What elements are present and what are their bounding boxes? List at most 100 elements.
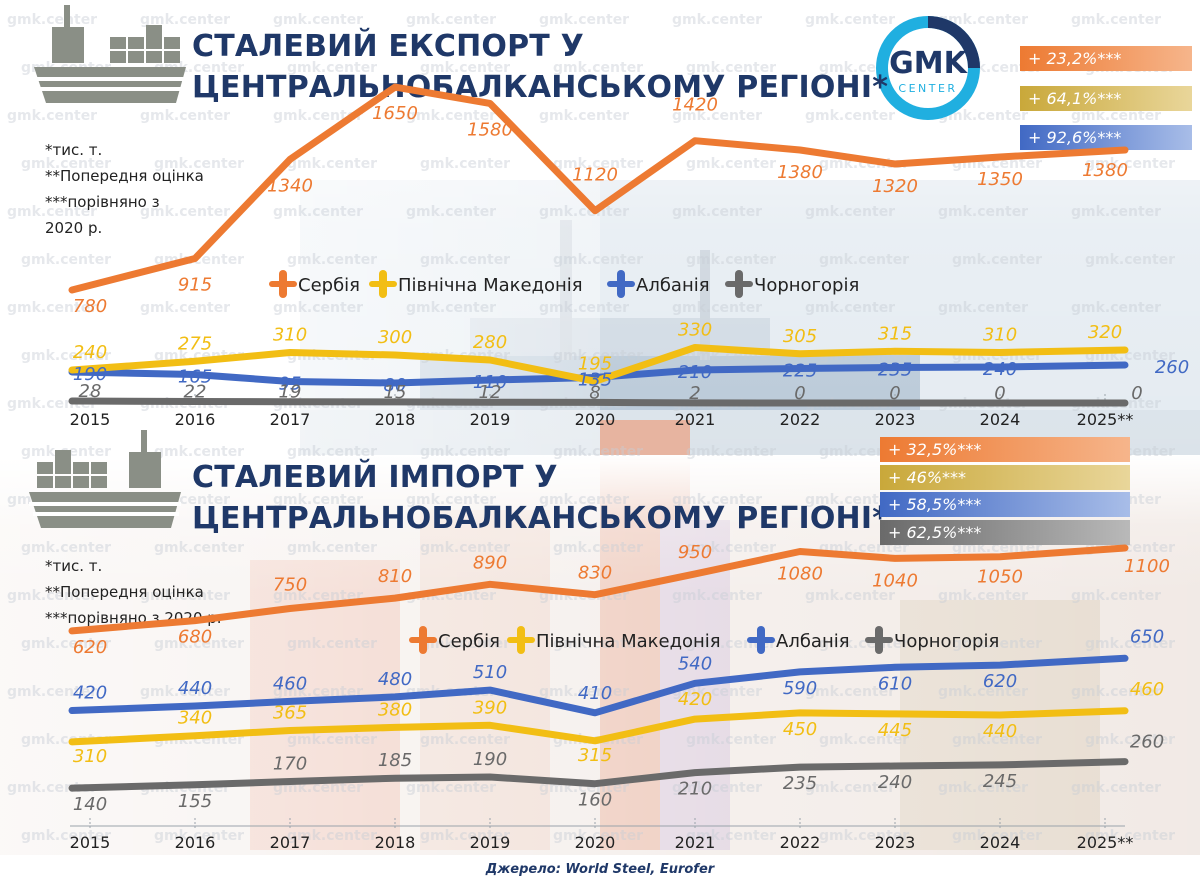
note-estimate: **Попередня оцінка bbox=[45, 583, 204, 601]
watermark-text: gmk.center bbox=[819, 828, 909, 844]
export-data-label-north-macedonia: 195 bbox=[578, 353, 612, 374]
note-unit: *тис. т. bbox=[45, 141, 103, 159]
watermark-text: gmk.center bbox=[406, 108, 496, 124]
watermark-text: gmk.center bbox=[420, 732, 510, 748]
import-data-label-montenegro: 140 bbox=[73, 794, 107, 815]
import-x-tick-label: 2018 bbox=[375, 833, 416, 852]
import-data-label-albania: 540 bbox=[678, 653, 712, 674]
watermark-text: gmk.center bbox=[805, 108, 895, 124]
export-data-label-albania: 80 bbox=[384, 375, 407, 396]
watermark-text: gmk.center bbox=[539, 684, 629, 700]
watermark-text: gmk.center bbox=[672, 12, 762, 28]
watermark-text: gmk.center bbox=[273, 12, 363, 28]
watermark-text: gmk.center bbox=[140, 588, 230, 604]
export-data-label-north-macedonia: 305 bbox=[783, 326, 817, 347]
watermark-text: gmk.center bbox=[420, 60, 510, 76]
watermark-text: gmk.center bbox=[287, 732, 377, 748]
export-x-tick-label: 2023 bbox=[875, 410, 916, 429]
photo-left-fade bbox=[0, 180, 600, 460]
import-data-label-albania: 460 bbox=[273, 673, 307, 694]
watermark-text: gmk.center bbox=[21, 252, 111, 268]
export-data-label-albania: 240 bbox=[983, 359, 1017, 380]
watermark-text: gmk.center bbox=[21, 828, 111, 844]
export-data-label-north-macedonia: 310 bbox=[983, 325, 1017, 346]
import-x-tick-label: 2024 bbox=[980, 833, 1021, 852]
legend-label-albania: Албанія bbox=[776, 631, 850, 652]
source-note: Джерело: World Steel, Eurofer bbox=[485, 862, 715, 877]
watermark-text: gmk.center bbox=[805, 684, 895, 700]
export-data-label-north-macedonia: 330 bbox=[678, 320, 712, 341]
export-badge-north-macedonia: + 64,1%*** bbox=[1020, 86, 1192, 111]
export-data-label-serbia: 915 bbox=[178, 275, 212, 296]
import-line-serbia bbox=[68, 544, 1129, 635]
watermark-text: gmk.center bbox=[553, 828, 643, 844]
watermark-text: gmk.center bbox=[273, 108, 363, 124]
import-data-label-north-macedonia: 365 bbox=[273, 702, 307, 723]
import-line-albania bbox=[68, 654, 1129, 717]
watermark-text: gmk.center bbox=[21, 636, 111, 652]
watermark-text: gmk.center bbox=[7, 204, 97, 220]
export-notes: *тис. т. **Попередня оцінка ***порівняно… bbox=[45, 137, 204, 241]
import-data-label-albania: 410 bbox=[578, 683, 612, 704]
export-data-label-montenegro: 8 bbox=[589, 382, 600, 403]
watermark-text: gmk.center bbox=[1085, 828, 1175, 844]
watermark-text: gmk.center bbox=[686, 60, 776, 76]
watermark-text: gmk.center bbox=[420, 444, 510, 460]
watermark-text: gmk.center bbox=[287, 60, 377, 76]
watermark-text: gmk.center bbox=[553, 540, 643, 556]
export-line-north-macedonia bbox=[68, 344, 1129, 385]
import-data-label-serbia: 890 bbox=[473, 552, 507, 573]
watermark-text: gmk.center bbox=[553, 444, 643, 460]
export-data-label-albania: 95 bbox=[279, 374, 302, 395]
import-data-label-serbia: 810 bbox=[378, 566, 412, 587]
watermark-text: gmk.center bbox=[952, 828, 1042, 844]
watermark-text: gmk.center bbox=[1071, 684, 1161, 700]
watermark-text: gmk.center bbox=[686, 540, 776, 556]
watermark-text: gmk.center bbox=[938, 12, 1028, 28]
watermark-text: gmk.center bbox=[21, 540, 111, 556]
watermark-text: gmk.center bbox=[287, 156, 377, 172]
watermark-text: gmk.center bbox=[553, 636, 643, 652]
import-x-tick-label: 2023 bbox=[875, 833, 916, 852]
export-data-label-north-macedonia: 315 bbox=[878, 323, 912, 344]
watermark-text: gmk.center bbox=[952, 732, 1042, 748]
export-data-label-montenegro: 0 bbox=[994, 383, 1005, 404]
export-data-label-montenegro: 22 bbox=[184, 381, 207, 402]
watermark-text: gmk.center bbox=[1071, 108, 1161, 124]
export-data-label-montenegro: 0 bbox=[794, 383, 805, 404]
note-estimate: **Попередня оцінка bbox=[45, 167, 204, 185]
export-chart: 2015 2016 2017 2018 2019 2020 2021 2022 2023 2024… bbox=[68, 83, 1189, 429]
export-data-label-albania: 225 bbox=[783, 361, 817, 382]
watermark-text: gmk.center bbox=[539, 12, 629, 28]
export-data-label-albania: 165 bbox=[178, 367, 212, 388]
import-badge-serbia: + 32,5%*** bbox=[880, 437, 1130, 462]
watermark-text: gmk.center bbox=[140, 108, 230, 124]
export-data-label-montenegro: 2 bbox=[689, 383, 700, 404]
legend-label-montenegro: Чорногорія bbox=[754, 275, 859, 296]
import-data-label-north-macedonia: 390 bbox=[473, 697, 507, 718]
ship-icon bbox=[34, 5, 186, 103]
export-data-label-serbia: 1340 bbox=[267, 175, 313, 196]
watermark-text: gmk.center bbox=[406, 300, 496, 316]
legend-label-serbia: Сербія bbox=[298, 275, 360, 296]
import-data-label-serbia: 1050 bbox=[977, 567, 1023, 588]
export-data-label-albania: 235 bbox=[878, 360, 912, 381]
legend-label-north-macedonia: Північна Македонія bbox=[536, 631, 721, 652]
watermark-text: gmk.center bbox=[1071, 780, 1161, 796]
watermark-text: gmk.center bbox=[938, 780, 1028, 796]
import-x-tick-label: 2019 bbox=[470, 833, 511, 852]
watermark-text: gmk.center bbox=[672, 780, 762, 796]
watermark-text: gmk.center bbox=[420, 828, 510, 844]
watermark-text: gmk.center bbox=[154, 156, 244, 172]
watermark-text: gmk.center bbox=[686, 156, 776, 172]
export-data-label-north-macedonia: 240 bbox=[73, 342, 107, 363]
export-data-label-montenegro: 15 bbox=[384, 382, 407, 403]
import-data-label-montenegro: 155 bbox=[178, 791, 212, 812]
gmk-logo-icon bbox=[876, 16, 980, 120]
watermark-text: gmk.center bbox=[406, 492, 496, 508]
import-data-label-serbia: 680 bbox=[178, 627, 212, 648]
export-data-label-north-macedonia: 310 bbox=[273, 325, 307, 346]
import-data-label-albania: 480 bbox=[378, 669, 412, 690]
watermark-text: gmk.center bbox=[938, 108, 1028, 124]
